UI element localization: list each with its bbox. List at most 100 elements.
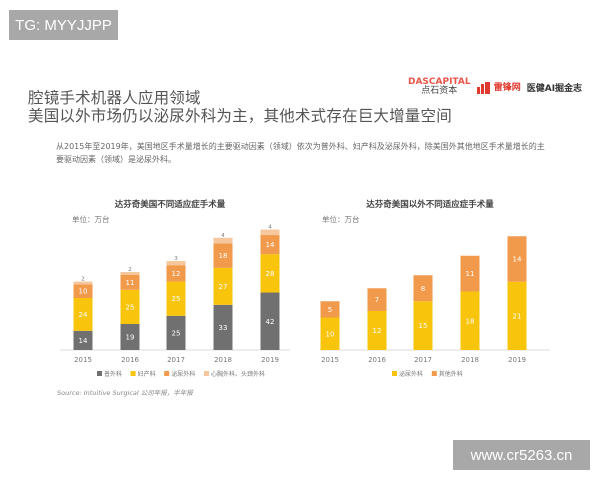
- watermark-top-left: TG: MYYJJPP: [9, 10, 118, 40]
- x-tick-label: 2018: [214, 356, 232, 364]
- legend-label: 其他外科: [439, 370, 463, 378]
- data-label: 27: [219, 283, 228, 291]
- data-label: 14: [513, 256, 522, 264]
- bar-segment-2017-1: [166, 281, 186, 316]
- data-label: 42: [266, 318, 275, 326]
- data-label: 7: [375, 296, 379, 304]
- partner-logos: DASCAPITAL 点石资本 雷锋网 医健AI掘金志: [408, 78, 582, 96]
- bar-segment-2019-0: [507, 281, 527, 350]
- bar-segment-2018-0: [460, 291, 480, 350]
- data-label: 2: [81, 277, 85, 283]
- data-label: 33: [219, 324, 228, 332]
- data-label: 8: [421, 285, 425, 293]
- dascapital-logo: DASCAPITAL 点石资本: [408, 78, 471, 96]
- data-label: 10: [79, 288, 88, 296]
- legend-swatch-0: [392, 371, 397, 376]
- dascapital-logo-text: DASCAPITAL: [408, 77, 471, 87]
- description-text: 从2015年至2019年，美国地区手术量增长的主要驱动因素（领域）依次为普外科、…: [56, 142, 545, 164]
- leifeng-logo: 雷锋网: [476, 80, 521, 94]
- bar-segment-2015-0: [320, 317, 340, 350]
- bar-segment-2015-1: [73, 298, 93, 331]
- bar-segment-2018-1: [460, 255, 480, 292]
- bar-segment-2016-3: [120, 272, 140, 275]
- data-label: 15: [419, 322, 428, 330]
- bar-segment-2019-1: [260, 254, 280, 293]
- x-tick-label: 2015: [74, 356, 92, 364]
- data-label: 18: [466, 317, 475, 325]
- data-label: 11: [126, 279, 135, 287]
- bar-segment-2019-0: [260, 292, 280, 350]
- x-tick-label: 2016: [368, 356, 386, 364]
- x-tick-label: 2017: [167, 356, 185, 364]
- chart-title: 达芬奇美国以外不同适应症手术量: [366, 199, 494, 210]
- leifeng-logo-text: 雷锋网: [493, 83, 521, 94]
- source-note: Source: Intuitive Surgical 公司年报，半年报: [57, 389, 193, 397]
- chart-unit-label: 单位：万台: [72, 214, 110, 224]
- bar-segment-2019-1: [507, 236, 527, 282]
- data-label: 12: [172, 270, 181, 278]
- yijian-logo: 医健AI掘金志: [526, 83, 583, 94]
- bar-segment-2017-3: [166, 261, 186, 266]
- bar-segment-2017-2: [166, 265, 186, 282]
- legend-swatch-1: [431, 371, 437, 376]
- bar-segment-2016-1: [367, 288, 387, 311]
- x-tick-label: 2017: [414, 356, 432, 364]
- bar-segment-2015-0: [73, 330, 93, 350]
- chart-unit-label: 单位：万台: [322, 214, 360, 224]
- legend-label: 普外科: [104, 370, 122, 378]
- bar-segment-2018-3: [213, 237, 233, 244]
- page-title: 腔镜手术机器人应用领域: [28, 89, 201, 107]
- legend-swatch-1: [130, 371, 136, 376]
- data-label: 3: [174, 256, 178, 262]
- x-tick-label: 2018: [461, 356, 479, 364]
- bar-segment-2016-0: [367, 311, 387, 350]
- x-tick-label: 2019: [261, 356, 279, 364]
- data-label: 21: [513, 312, 522, 320]
- data-label: 19: [126, 334, 135, 342]
- dascapital-logo-cn: 点石资本: [421, 86, 458, 96]
- data-label: 24: [79, 311, 88, 319]
- bar-segment-2017-1: [413, 275, 433, 302]
- leifeng-logo-icon: [476, 81, 490, 94]
- legend-label: 心胸外科、头颈外科: [211, 370, 265, 378]
- data-label: 2: [128, 267, 132, 273]
- bar-segment-2019-3: [260, 229, 280, 236]
- x-tick-label: 2015: [321, 356, 339, 364]
- data-label: 25: [126, 303, 135, 311]
- bar-segment-2017-0: [166, 315, 186, 350]
- legend-label: 妇产科: [138, 370, 156, 378]
- bar-segment-2016-1: [120, 289, 140, 324]
- data-label: 25: [172, 329, 181, 337]
- legend-label: 泌尿外科: [171, 370, 195, 378]
- x-tick-label: 2019: [508, 356, 526, 364]
- page-subtitle: 美国以外市场仍以泌尿外科为主，其他术式存在巨大增量空间: [28, 107, 452, 125]
- data-label: 4: [268, 225, 272, 231]
- bar-segment-2019-2: [260, 235, 280, 255]
- bar-segment-2015-2: [73, 284, 93, 298]
- data-label: 14: [266, 241, 275, 249]
- bar-segment-2016-0: [120, 324, 140, 350]
- legend-label: 泌尿外科: [399, 370, 423, 378]
- legend-swatch-0: [97, 371, 102, 376]
- bar-segment-2017-0: [413, 301, 433, 350]
- bar-segment-2015-1: [320, 301, 340, 318]
- bar-segment-2018-2: [213, 243, 233, 268]
- data-label: 10: [326, 330, 335, 338]
- legend-swatch-3: [204, 371, 209, 376]
- bar-segment-2018-0: [213, 304, 233, 350]
- data-label: 4: [221, 233, 225, 239]
- data-label: 5: [328, 306, 332, 314]
- bar-segment-2018-1: [213, 267, 233, 305]
- data-label: 25: [172, 295, 181, 303]
- legend-swatch-2: [164, 371, 170, 376]
- watermark-bottom-right: www.cr5263.cn: [453, 440, 590, 470]
- data-label: 18: [219, 252, 228, 260]
- bar-segment-2016-2: [120, 274, 140, 290]
- bar-segment-2015-3: [73, 281, 93, 285]
- data-label: 28: [266, 270, 275, 278]
- data-label: 11: [466, 270, 475, 278]
- x-tick-label: 2016: [121, 356, 139, 364]
- data-label: 12: [373, 327, 382, 335]
